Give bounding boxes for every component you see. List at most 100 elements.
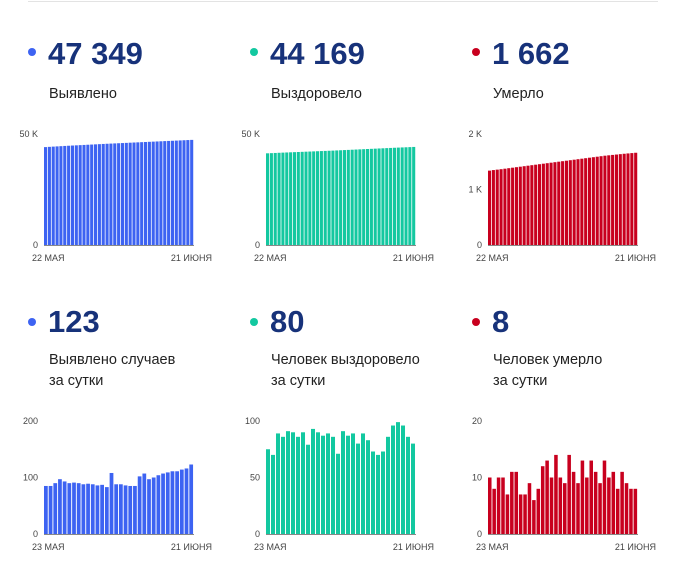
- bar: [595, 156, 599, 245]
- bar: [527, 483, 532, 534]
- bar: [104, 487, 109, 534]
- bar: [350, 149, 354, 245]
- bar: [549, 477, 554, 534]
- stat-panel: 47 349 Выявлено 0 50 K 22 МАЯ 21 ИЮНЯ: [19, 30, 250, 270]
- series-dot-icon: [472, 48, 480, 56]
- bar: [67, 483, 72, 534]
- x-start-label: 23 МАЯ: [32, 542, 65, 552]
- bar: [591, 157, 595, 245]
- x-start-label: 22 МАЯ: [476, 253, 509, 263]
- bar: [572, 159, 576, 245]
- bar: [167, 140, 171, 245]
- bar: [97, 144, 101, 245]
- bar: [128, 142, 132, 245]
- bar: [391, 425, 395, 534]
- bar: [147, 479, 151, 534]
- x-end-label: 21 ИЮНЯ: [615, 542, 656, 552]
- bar: [538, 164, 542, 245]
- metric-label: Человек выздоровело за сутки: [271, 350, 420, 392]
- bar: [323, 150, 327, 245]
- bar: [358, 149, 362, 245]
- x-end-label: 21 ИЮНЯ: [393, 542, 434, 552]
- bar: [101, 143, 105, 245]
- bar: [285, 152, 289, 245]
- bar: [81, 484, 86, 534]
- bar: [366, 149, 370, 245]
- bar: [580, 158, 584, 245]
- bar: [277, 152, 281, 245]
- bar: [412, 146, 416, 245]
- bar: [286, 431, 290, 534]
- bar: [558, 477, 563, 534]
- bar: [620, 471, 624, 534]
- bar: [114, 484, 119, 534]
- series-dot-icon: [250, 48, 258, 56]
- bar: [321, 435, 325, 534]
- bar: [136, 142, 140, 245]
- bar: [113, 143, 117, 245]
- bar: [584, 158, 588, 245]
- bar: [184, 468, 189, 534]
- bar: [615, 488, 620, 534]
- y-tick-label: 0: [477, 529, 482, 539]
- metric-label: Человек умерло за сутки: [493, 350, 602, 392]
- bar: [155, 141, 159, 245]
- series-dot-icon: [28, 318, 36, 326]
- bar: [561, 161, 565, 245]
- bar: [526, 165, 530, 245]
- headline-value: 44 169: [270, 36, 365, 71]
- bar: [174, 140, 178, 245]
- bar: [629, 488, 633, 534]
- bar: [568, 160, 572, 245]
- bar: [151, 141, 155, 245]
- bar: [381, 148, 385, 245]
- bar: [175, 471, 179, 534]
- bar: [553, 162, 557, 245]
- bar: [404, 147, 408, 245]
- bar: [518, 166, 522, 245]
- bar: [124, 142, 128, 245]
- bar: [503, 168, 507, 245]
- bar: [151, 477, 156, 534]
- y-tick-label: 0: [33, 240, 38, 250]
- stat-panel: 123 Выявлено случаев за сутки 0 100 200 23 МАЯ…: [23, 300, 250, 552]
- bar: [90, 484, 95, 534]
- series-dot-icon: [472, 318, 480, 326]
- bar: [499, 169, 503, 245]
- bar: [342, 150, 346, 245]
- bar: [190, 139, 194, 245]
- bar: [371, 451, 375, 534]
- bar: [523, 494, 527, 534]
- bar: [119, 484, 123, 534]
- bar: [86, 483, 90, 534]
- bar: [361, 433, 365, 534]
- bar: [518, 494, 523, 534]
- bar: [94, 144, 98, 245]
- headline-value: 80: [270, 304, 305, 339]
- bar: [514, 167, 518, 245]
- bar: [109, 472, 114, 534]
- y-tick-label: 0: [255, 240, 260, 250]
- bar: [316, 432, 320, 534]
- metric-label-line: Человек выздоровело: [271, 352, 420, 368]
- metric-label-line: Выявлено случаев: [49, 352, 176, 368]
- metric-label-line: Умерло: [493, 86, 544, 102]
- bar: [366, 440, 370, 534]
- bar: [120, 143, 124, 245]
- metric-label: Умерло: [493, 84, 544, 105]
- series-dot-icon: [250, 318, 258, 326]
- bar: [545, 460, 549, 534]
- y-tick-label: 2 K: [468, 129, 482, 139]
- bar: [507, 168, 511, 245]
- bar: [331, 436, 335, 534]
- bar: [144, 141, 148, 245]
- bar: [488, 477, 492, 534]
- bar: [90, 144, 94, 245]
- bar: [100, 484, 104, 534]
- bar: [346, 435, 350, 534]
- bar: [78, 145, 82, 245]
- stat-panel: 44 169 Выздоровело 0 50 K 22 МАЯ 21 ИЮНЯ: [241, 30, 472, 270]
- bar: [336, 453, 340, 534]
- bar: [408, 147, 412, 245]
- bar: [491, 170, 495, 245]
